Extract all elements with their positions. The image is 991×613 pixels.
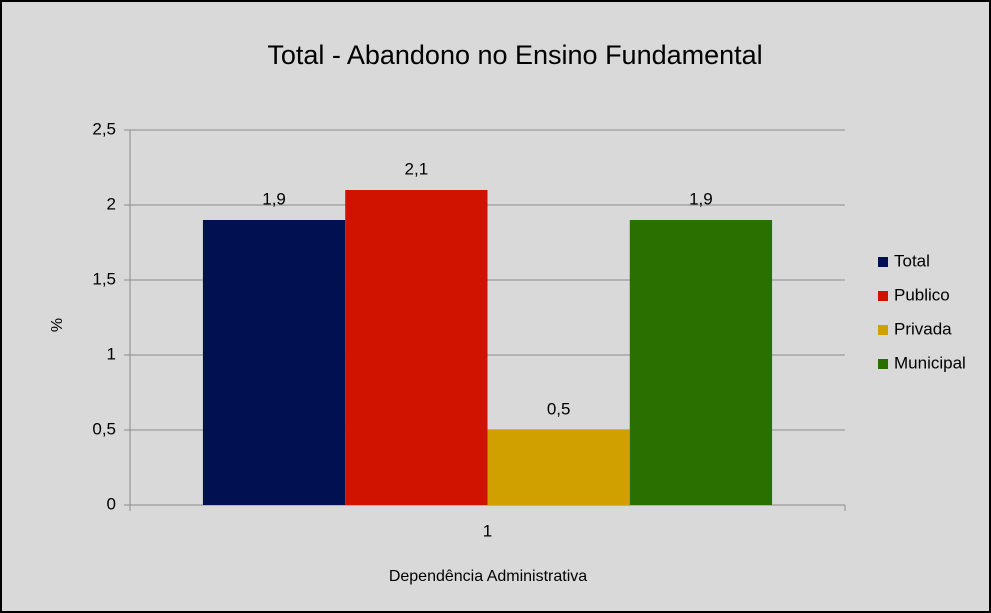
legend-label: Publico bbox=[894, 285, 950, 304]
y-tick-label: 1,5 bbox=[92, 269, 116, 288]
y-axis-label: % bbox=[49, 318, 66, 332]
bar bbox=[345, 190, 488, 505]
legend-label: Privada bbox=[894, 319, 952, 338]
legend-swatch bbox=[878, 359, 888, 369]
legend-swatch bbox=[878, 325, 888, 335]
y-tick-label: 2,5 bbox=[92, 119, 116, 138]
legend-swatch bbox=[878, 257, 888, 267]
bar bbox=[487, 430, 630, 505]
y-tick-label: 1 bbox=[107, 344, 116, 363]
data-label: 1,9 bbox=[689, 189, 713, 208]
legend-label: Municipal bbox=[894, 353, 966, 372]
y-tick-label: 2 bbox=[107, 194, 116, 213]
bar bbox=[629, 220, 773, 505]
legend-swatch bbox=[878, 291, 888, 301]
data-label: 2,1 bbox=[405, 159, 429, 178]
chart-title: Total - Abandono no Ensino Fundamental bbox=[267, 40, 762, 70]
data-label: 1,9 bbox=[262, 189, 286, 208]
x-axis-label: Dependência Administrativa bbox=[389, 568, 587, 585]
data-label: 0,5 bbox=[547, 399, 571, 418]
y-tick-label: 0 bbox=[107, 494, 116, 513]
x-tick-label: 1 bbox=[483, 521, 492, 540]
y-tick-label: 0,5 bbox=[92, 419, 116, 438]
legend-label: Total bbox=[894, 251, 930, 270]
bar bbox=[202, 220, 346, 505]
